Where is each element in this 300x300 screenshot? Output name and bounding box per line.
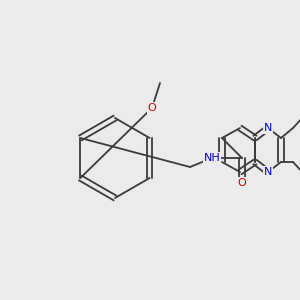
Text: NH: NH <box>204 153 220 163</box>
Text: O: O <box>238 178 246 188</box>
Text: N: N <box>264 167 272 177</box>
Text: N: N <box>264 123 272 133</box>
Text: O: O <box>148 103 156 113</box>
